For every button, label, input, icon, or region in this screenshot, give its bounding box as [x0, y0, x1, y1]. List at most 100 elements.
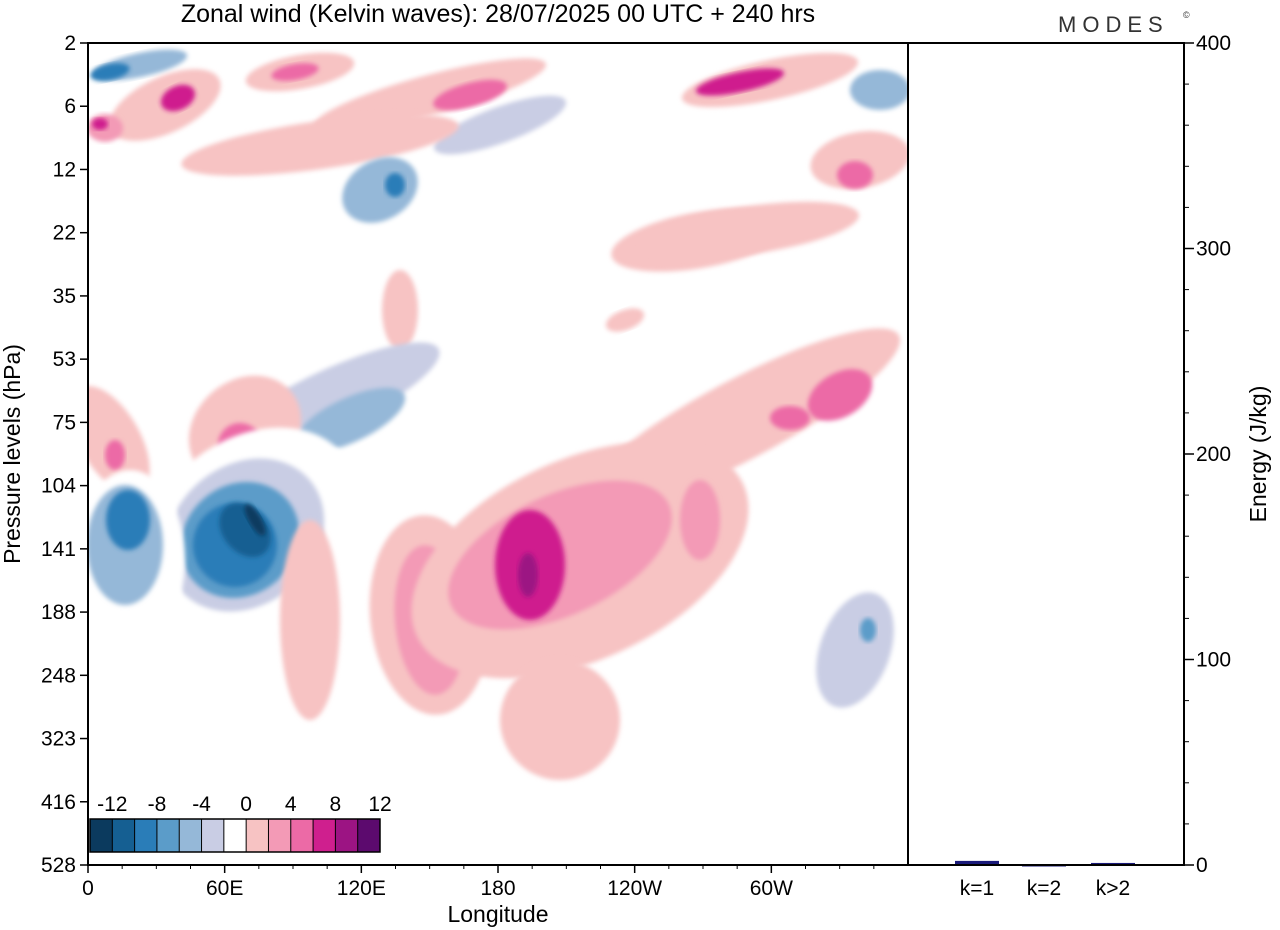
chart-title: Zonal wind (Kelvin waves): 28/07/2025 00… [181, 0, 815, 28]
pressure-tick-label: 2 [64, 32, 76, 55]
pressure-tick-label: 75 [53, 411, 76, 434]
pressure-tick-label: 416 [41, 791, 76, 814]
x-axis-label: Longitude [447, 901, 548, 927]
wind-contour-24 [837, 161, 873, 189]
wind-contour-54 [518, 553, 538, 597]
modes-wordmark: MODES [1058, 12, 1169, 37]
colorbar-tick-label: 8 [330, 793, 342, 816]
wind-contour-32 [590, 384, 670, 426]
wind-contour-59 [860, 618, 876, 642]
wavenumber-tick-label: k=1 [960, 877, 994, 900]
wind-contour-19 [385, 173, 405, 197]
colorbar-cell [90, 819, 113, 852]
bar-background [908, 43, 1184, 865]
colorbar-frame [89, 818, 381, 853]
colorbar-cell [112, 819, 135, 852]
colorbar-tick-label: 0 [240, 793, 252, 816]
pressure-tick-label: 35 [53, 285, 76, 308]
wind-contour-20 [161, 234, 379, 306]
pressure-tick-label: 528 [41, 854, 76, 877]
longitude-tick-label: 120W [607, 877, 662, 900]
wind-contour-11 [433, 95, 567, 155]
wind-contour-58 [816, 592, 894, 708]
colorbar-cell [134, 819, 158, 852]
wind-contour-60 [675, 622, 725, 658]
wind-contour-2 [90, 63, 130, 81]
wind-contour-47 [106, 490, 150, 550]
wind-contour-26 [382, 270, 418, 350]
modes-logo: MODES © [1058, 10, 1190, 37]
wind-contour-62 [146, 680, 170, 730]
wind-contour-44 [244, 504, 266, 536]
colorbar-cell [201, 819, 225, 852]
y-axis-label: Pressure levels (hPa) [0, 344, 25, 564]
wind-contour-4 [271, 63, 319, 81]
wind-contour-37 [88, 385, 150, 495]
wind-contour-30 [807, 369, 873, 421]
wind-contour-55 [680, 480, 720, 560]
colorbar-cell [268, 819, 292, 852]
longitude-tick-label: 180 [480, 877, 515, 900]
colorbar-cell [156, 819, 180, 852]
wind-contour-9 [313, 58, 547, 132]
energy-axis-label: Energy (J/kg) [1245, 386, 1271, 523]
energy-bar-k1 [955, 860, 999, 865]
pressure-tick-label: 141 [41, 538, 76, 561]
colorbar-cell [335, 819, 358, 852]
colorbar: -12 -8 -4 0 4 8 12 [89, 793, 392, 853]
colorbar-cell [246, 819, 269, 852]
wind-contour-23 [810, 131, 908, 189]
longitude-ticks: 0 60E 120E 180 120W 60W [82, 865, 875, 900]
energy-ticks: 0 100 200 300 400 [1184, 32, 1231, 877]
wind-contour-28 [665, 342, 715, 358]
wavenumber-ticks: k=1 k=2 k>2 [960, 877, 1130, 900]
wind-contour-13 [695, 68, 785, 96]
pressure-ticks: 2 6 12 22 35 53 75 104 141 188 248 323 416 528 [41, 32, 88, 877]
wind-contour-31 [770, 406, 810, 430]
wind-contour-56 [500, 660, 620, 780]
wind-contour-22 [641, 201, 859, 259]
copyright-mark: © [1183, 10, 1190, 20]
zonal-wind-heatmap: 0 60E 120E 180 120W 60W 2 6 12 22 35 53 75 104 141 188… [41, 32, 909, 900]
wind-contour-8 [92, 118, 108, 130]
pressure-tick-label: 188 [41, 601, 76, 624]
pressure-tick-label: 6 [64, 95, 76, 118]
colorbar-tick-label: 12 [368, 793, 391, 816]
colorbar-tick-label: -4 [192, 793, 211, 816]
longitude-tick-label: 60E [206, 877, 243, 900]
wind-contour-15 [850, 70, 908, 110]
wind-contour-34 [294, 387, 406, 453]
pressure-tick-label: 248 [41, 664, 76, 687]
wind-contour-61 [725, 768, 745, 812]
wind-contour-25 [852, 242, 908, 298]
energy-bar-chart: k=1 k=2 k>2 0 100 200 300 400 [907, 32, 1231, 900]
bar-frame [907, 42, 1185, 866]
colorbar-cell [290, 819, 314, 852]
wavenumber-tick-label: k=2 [1027, 877, 1061, 900]
wind-contour-10 [433, 79, 507, 111]
colorbar-labels: -12 -8 -4 0 4 8 12 [97, 793, 392, 816]
colorbar-cells [90, 819, 381, 852]
pressure-tick-label: 104 [41, 475, 76, 498]
pressure-tick-label: 22 [53, 222, 76, 245]
colorbar-cell [223, 819, 247, 852]
colorbar-tick-label: -12 [97, 793, 127, 816]
colorbar-cell [179, 819, 202, 852]
colorbar-tick-label: -8 [148, 793, 167, 816]
colorbar-tick-label: 4 [285, 793, 297, 816]
energy-tick-label: 0 [1196, 854, 1208, 877]
wind-contour-16 [181, 114, 459, 176]
wind-contour-48 [280, 520, 340, 720]
heatmap-field [88, 43, 908, 812]
energy-tick-label: 200 [1196, 443, 1231, 466]
energy-tick-label: 100 [1196, 649, 1231, 672]
longitude-tick-label: 60W [750, 877, 793, 900]
wind-contour-38 [105, 440, 125, 470]
pressure-tick-label: 53 [53, 348, 76, 371]
wind-contour-27 [605, 308, 645, 332]
wind-contour-18 [342, 157, 418, 223]
energy-tick-label: 400 [1196, 32, 1231, 55]
pressure-tick-label: 323 [41, 728, 76, 751]
wind-contour-6 [160, 84, 196, 112]
